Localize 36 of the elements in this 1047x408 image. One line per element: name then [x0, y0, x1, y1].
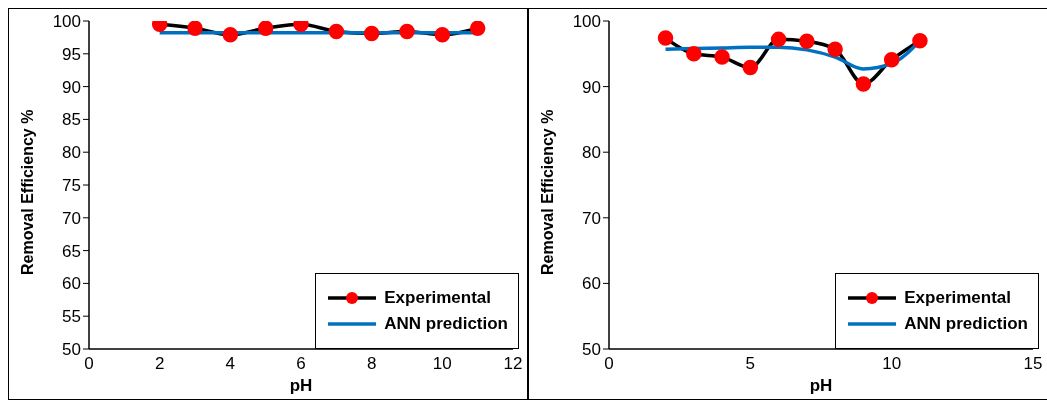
x-tick-label: 10	[432, 354, 452, 374]
y-tick-label: 55	[62, 307, 81, 327]
y-tick-label: 65	[62, 241, 81, 261]
y-tick-label: 80	[62, 143, 81, 163]
y-tick-label: 90	[62, 77, 81, 97]
y-tick-label: 60	[62, 274, 81, 294]
y-tick-label: 85	[62, 110, 81, 130]
x-tick-label: 4	[225, 354, 236, 374]
legend-label: ANN prediction	[904, 314, 1028, 334]
y-tick-label: 100	[52, 12, 81, 32]
x-axis-title: pH	[289, 376, 313, 395]
x-tick-label: 10	[882, 354, 902, 374]
y-tick-label: 80	[582, 143, 601, 163]
y-tick-label: 60	[582, 274, 601, 294]
x-tick-label: 15	[1023, 354, 1043, 374]
y-tick-label: 50	[582, 340, 601, 360]
x-tick-label: 5	[745, 354, 756, 374]
legend-label: ANN prediction	[384, 314, 508, 334]
y-axis-title: Removal Efficiency %	[538, 109, 556, 275]
y-tick-label: 70	[582, 208, 601, 228]
x-tick-label: 12	[503, 354, 523, 374]
legend-label: Experimental	[384, 288, 492, 308]
y-tick-label: 90	[582, 77, 601, 97]
x-tick-label: 0	[604, 354, 614, 374]
y-tick-label: 100	[572, 12, 601, 32]
x-axis-title: pH	[809, 376, 833, 395]
x-tick-label: 0	[84, 354, 94, 374]
x-tick-label: 2	[154, 354, 165, 374]
y-tick-label: 75	[62, 176, 81, 196]
y-tick-label: 70	[62, 208, 81, 228]
x-tick-label: 6	[296, 354, 306, 374]
y-axis-title: Removal Efficiency %	[18, 109, 36, 275]
x-tick-label: 8	[366, 354, 377, 374]
y-tick-label: 50	[62, 340, 81, 360]
y-tick-label: 95	[62, 44, 81, 64]
legend-label: Experimental	[904, 288, 1012, 308]
